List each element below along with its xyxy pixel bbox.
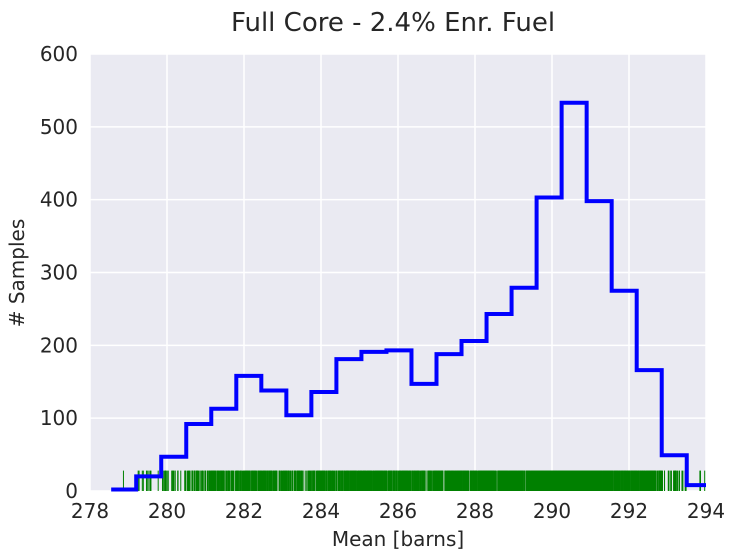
x-tick-label: 282 [225,499,263,523]
histogram-bin [687,485,706,491]
x-tick-label: 294 [687,499,725,523]
histogram-bin [462,341,487,491]
histogram-bin [211,409,236,491]
histogram-bin [311,392,336,491]
histogram-bin [261,390,286,491]
y-tick-label: 300 [40,261,78,285]
histogram-step-line [111,100,706,492]
histogram-bin [587,201,612,491]
y-axis-label: # Samples [5,219,29,328]
histogram-bin [286,415,311,491]
rug-plot [122,470,706,491]
x-tick-label: 292 [610,499,648,523]
axis-ticks: 278 280 282 284 286 288 290 292 294 0 100 200 300 400… [40,42,725,523]
histogram-bin [537,197,562,491]
x-axis-label: Mean [barns] [332,527,464,551]
histogram-bin [512,288,537,491]
histogram-bin [487,314,512,491]
histogram-bin [612,291,637,491]
histogram-bin [562,103,587,491]
histogram-bin [361,352,386,491]
histogram-bin [161,457,186,491]
chart-title: Full Core - 2.4% Enr. Fuel [231,8,555,38]
x-tick-label: 286 [379,499,417,523]
y-tick-label: 200 [40,333,78,357]
x-tick-label: 288 [456,499,494,523]
histogram-bin [336,359,361,491]
histogram-bin [236,376,261,491]
y-tick-label: 500 [40,115,78,139]
histogram-bin [186,424,211,491]
histogram-bin [637,370,662,491]
x-tick-label: 280 [148,499,186,523]
histogram-bin [386,350,411,491]
x-tick-label: 290 [533,499,571,523]
y-tick-label: 0 [65,479,78,503]
histogram-bin [662,455,687,491]
x-tick-label: 278 [71,499,109,523]
histogram-bin [136,476,161,491]
histogram-bin [111,490,136,491]
y-tick-label: 400 [40,188,78,212]
histogram-series [111,100,706,492]
y-tick-label: 100 [40,406,78,430]
x-tick-label: 284 [302,499,340,523]
histogram-bin [411,384,436,491]
histogram-bin [437,354,462,491]
y-tick-label: 600 [40,42,78,66]
